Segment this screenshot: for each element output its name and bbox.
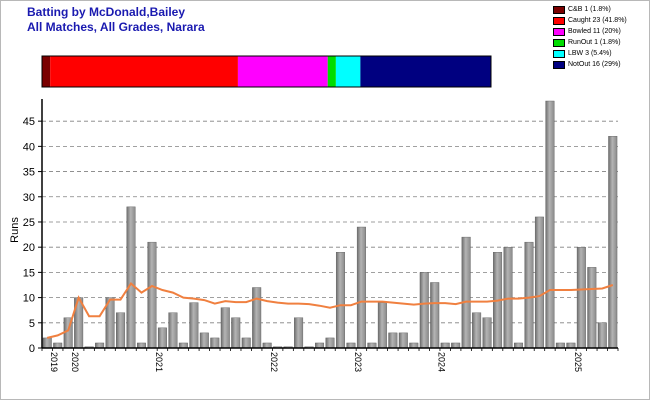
chart-subtitle: All Matches, All Grades, Narara xyxy=(27,20,205,34)
runs-bar xyxy=(587,267,597,349)
runs-bar xyxy=(419,272,429,349)
runs-bar xyxy=(168,312,178,349)
runs-bar xyxy=(388,332,398,349)
x-tick-label: 2024 xyxy=(437,352,447,372)
runs-bar xyxy=(409,342,419,349)
runs-bar xyxy=(398,332,408,349)
legend-swatch xyxy=(553,60,565,69)
legend-swatch xyxy=(553,5,565,14)
runs-bar xyxy=(294,317,304,349)
y-tick-label: 15 xyxy=(23,267,35,279)
runs-bar xyxy=(503,246,513,349)
legend-swatch xyxy=(553,27,565,36)
legend-label: Bowled 11 (20%) xyxy=(568,28,621,35)
legend-label: LBW 3 (5.4%) xyxy=(568,50,612,57)
x-tick-label: 2025 xyxy=(573,352,583,372)
dismissal-segment-runout xyxy=(327,56,336,87)
legend-swatch xyxy=(553,38,565,47)
runs-bar xyxy=(566,342,576,349)
y-tick-label: 25 xyxy=(23,217,35,229)
runs-bar xyxy=(472,312,482,349)
runs-bar xyxy=(157,327,167,349)
runs-bar xyxy=(514,342,524,349)
runs-bar xyxy=(95,342,105,349)
runs-bar xyxy=(534,216,544,349)
runs-bar xyxy=(231,317,241,349)
y-tick-label: 0 xyxy=(29,343,35,355)
runs-bar xyxy=(220,307,230,349)
runs-bar xyxy=(545,100,555,349)
legend-item-bowled: Bowled 11 (20%) xyxy=(553,26,647,37)
x-tick-label: 2023 xyxy=(353,352,363,372)
legend-item-lbw: LBW 3 (5.4%) xyxy=(553,48,647,59)
runs-bar xyxy=(576,246,586,349)
legend-label: RunOut 1 (1.8%) xyxy=(568,39,621,46)
runs-bar xyxy=(367,342,377,349)
legend-label: C&B 1 (1.8%) xyxy=(568,6,611,13)
legend-item-notout: NotOut 16 (29%) xyxy=(553,59,647,70)
runs-bar xyxy=(116,312,126,349)
runs-bar xyxy=(147,241,157,349)
legend-swatch xyxy=(553,49,565,58)
runs-bar xyxy=(356,226,366,349)
runs-bar xyxy=(440,342,450,349)
runs-bar xyxy=(555,342,565,349)
legend-label: NotOut 16 (29%) xyxy=(568,61,621,68)
y-tick-label: 35 xyxy=(23,167,35,179)
runs-bar xyxy=(241,337,251,349)
legend-label: Caught 23 (41.8%) xyxy=(568,17,627,24)
runs-bar xyxy=(126,206,136,349)
runs-bar xyxy=(597,322,607,349)
runs-bar xyxy=(335,252,345,349)
legend-item-cab: C&B 1 (1.8%) xyxy=(553,4,647,15)
runs-bar xyxy=(262,342,272,349)
runs-bar xyxy=(42,337,52,349)
average-line xyxy=(46,281,614,339)
chart-title: Batting by McDonald,Bailey xyxy=(27,5,186,19)
runs-bar xyxy=(199,332,209,349)
runs-bar xyxy=(524,241,534,349)
legend-item-runout: RunOut 1 (1.8%) xyxy=(553,37,647,48)
x-tick-label: 2020 xyxy=(70,352,80,372)
x-tick-label: 2021 xyxy=(154,352,164,372)
runs-bar xyxy=(325,337,335,349)
runs-bar xyxy=(482,317,492,349)
dismissal-segment-notout xyxy=(360,56,491,87)
y-tick-label: 20 xyxy=(23,242,35,254)
y-axis-label: Runs xyxy=(9,217,21,243)
dismissal-segment-caught xyxy=(50,56,238,87)
runs-bar xyxy=(315,342,325,349)
runs-bar xyxy=(608,136,618,349)
runs-bar xyxy=(189,302,199,349)
runs-bar xyxy=(136,342,146,349)
y-tick-label: 40 xyxy=(23,141,35,153)
runs-bar xyxy=(451,342,461,349)
runs-bar xyxy=(178,342,188,349)
runs-bar xyxy=(252,287,262,349)
runs-bar xyxy=(53,342,63,349)
runs-bar xyxy=(377,302,387,349)
x-tick-label: 2019 xyxy=(49,352,59,372)
dismissal-bar-border xyxy=(41,55,492,88)
runs-bar xyxy=(346,342,356,349)
dismissal-segment-cb xyxy=(42,56,51,87)
y-tick-label: 30 xyxy=(23,192,35,204)
dismissal-segment-lbw xyxy=(335,56,361,87)
dismissal-segment-bowled xyxy=(237,56,328,87)
legend-swatch xyxy=(553,16,565,25)
y-tick-label: 45 xyxy=(23,116,35,128)
legend-item-caught: Caught 23 (41.8%) xyxy=(553,15,647,26)
runs-bar xyxy=(210,337,220,349)
y-tick-label: 10 xyxy=(23,293,35,305)
legend: C&B 1 (1.8%) Caught 23 (41.8%) Bowled 11… xyxy=(553,4,647,70)
runs-bar xyxy=(461,236,471,349)
y-tick-label: 5 xyxy=(29,318,35,330)
runs-bar xyxy=(430,282,440,349)
x-tick-label: 2022 xyxy=(269,352,279,372)
